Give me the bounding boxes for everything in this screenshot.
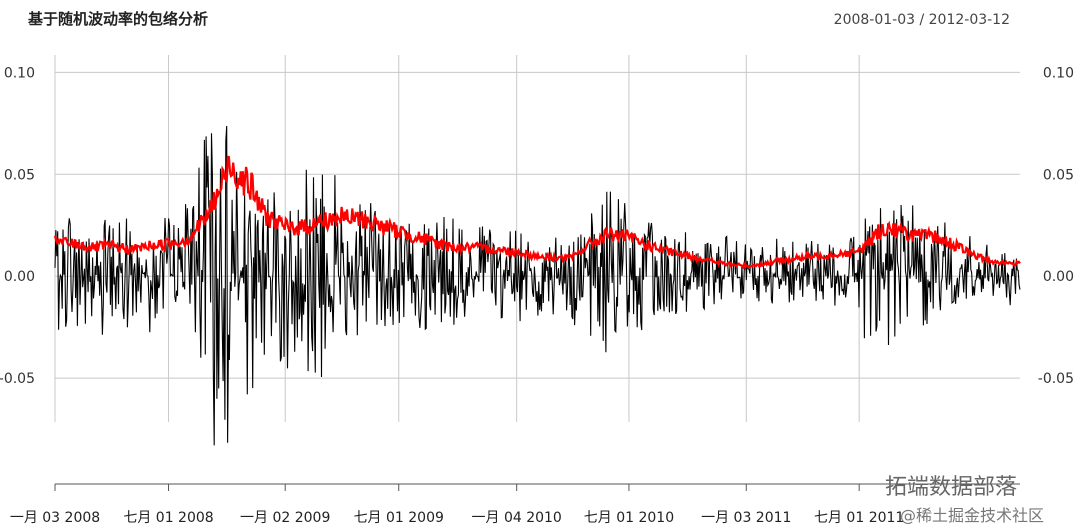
x-tick-label: 七月 01 2011 [814, 510, 904, 526]
y-tick-label-right: -0.05 [1038, 371, 1074, 387]
watermark-brand: 拓端数据部落 [885, 475, 1017, 500]
y-axis-left: -0.05 0.00 0.05 0.10 [0, 65, 35, 387]
y-tick-label-left: 0.05 [4, 167, 35, 183]
x-tick-label: 一月 02 2009 [240, 510, 330, 526]
x-tick-label: 七月 01 2009 [354, 510, 444, 526]
x-tick-label: 七月 01 2008 [123, 510, 213, 526]
x-axis: 一月 03 2008 七月 01 2008 一月 02 2009 七月 01 2009… [10, 483, 1020, 526]
y-tick-label-left: 0.00 [4, 269, 35, 285]
y-tick-label-right: 0.05 [1043, 167, 1074, 183]
x-tick-label: 一月 03 2008 [10, 510, 100, 526]
y-tick-label-right: 0.10 [1043, 65, 1074, 81]
x-tick-label: 七月 01 2010 [584, 510, 674, 526]
watermark-community: @稀土掘金技术社区 [900, 506, 1044, 525]
y-tick-label-left: -0.05 [0, 371, 35, 387]
watermark: 拓端数据部落 @稀土掘金技术社区 [885, 475, 1044, 525]
x-tick-label: 一月 04 2010 [472, 510, 562, 526]
series-layer [53, 125, 1021, 446]
date-range-label: 2008-01-03 / 2012-03-12 [834, 12, 1010, 28]
chart-title: 基于随机波动率的包络分析 [27, 10, 208, 28]
y-tick-label-left: 0.10 [4, 65, 35, 81]
y-axis-right: -0.05 0.00 0.05 0.10 [1038, 65, 1074, 387]
x-tick-label: 一月 03 2011 [701, 510, 791, 526]
volatility-series [53, 155, 1021, 270]
y-tick-label-right: 0.00 [1043, 269, 1074, 285]
